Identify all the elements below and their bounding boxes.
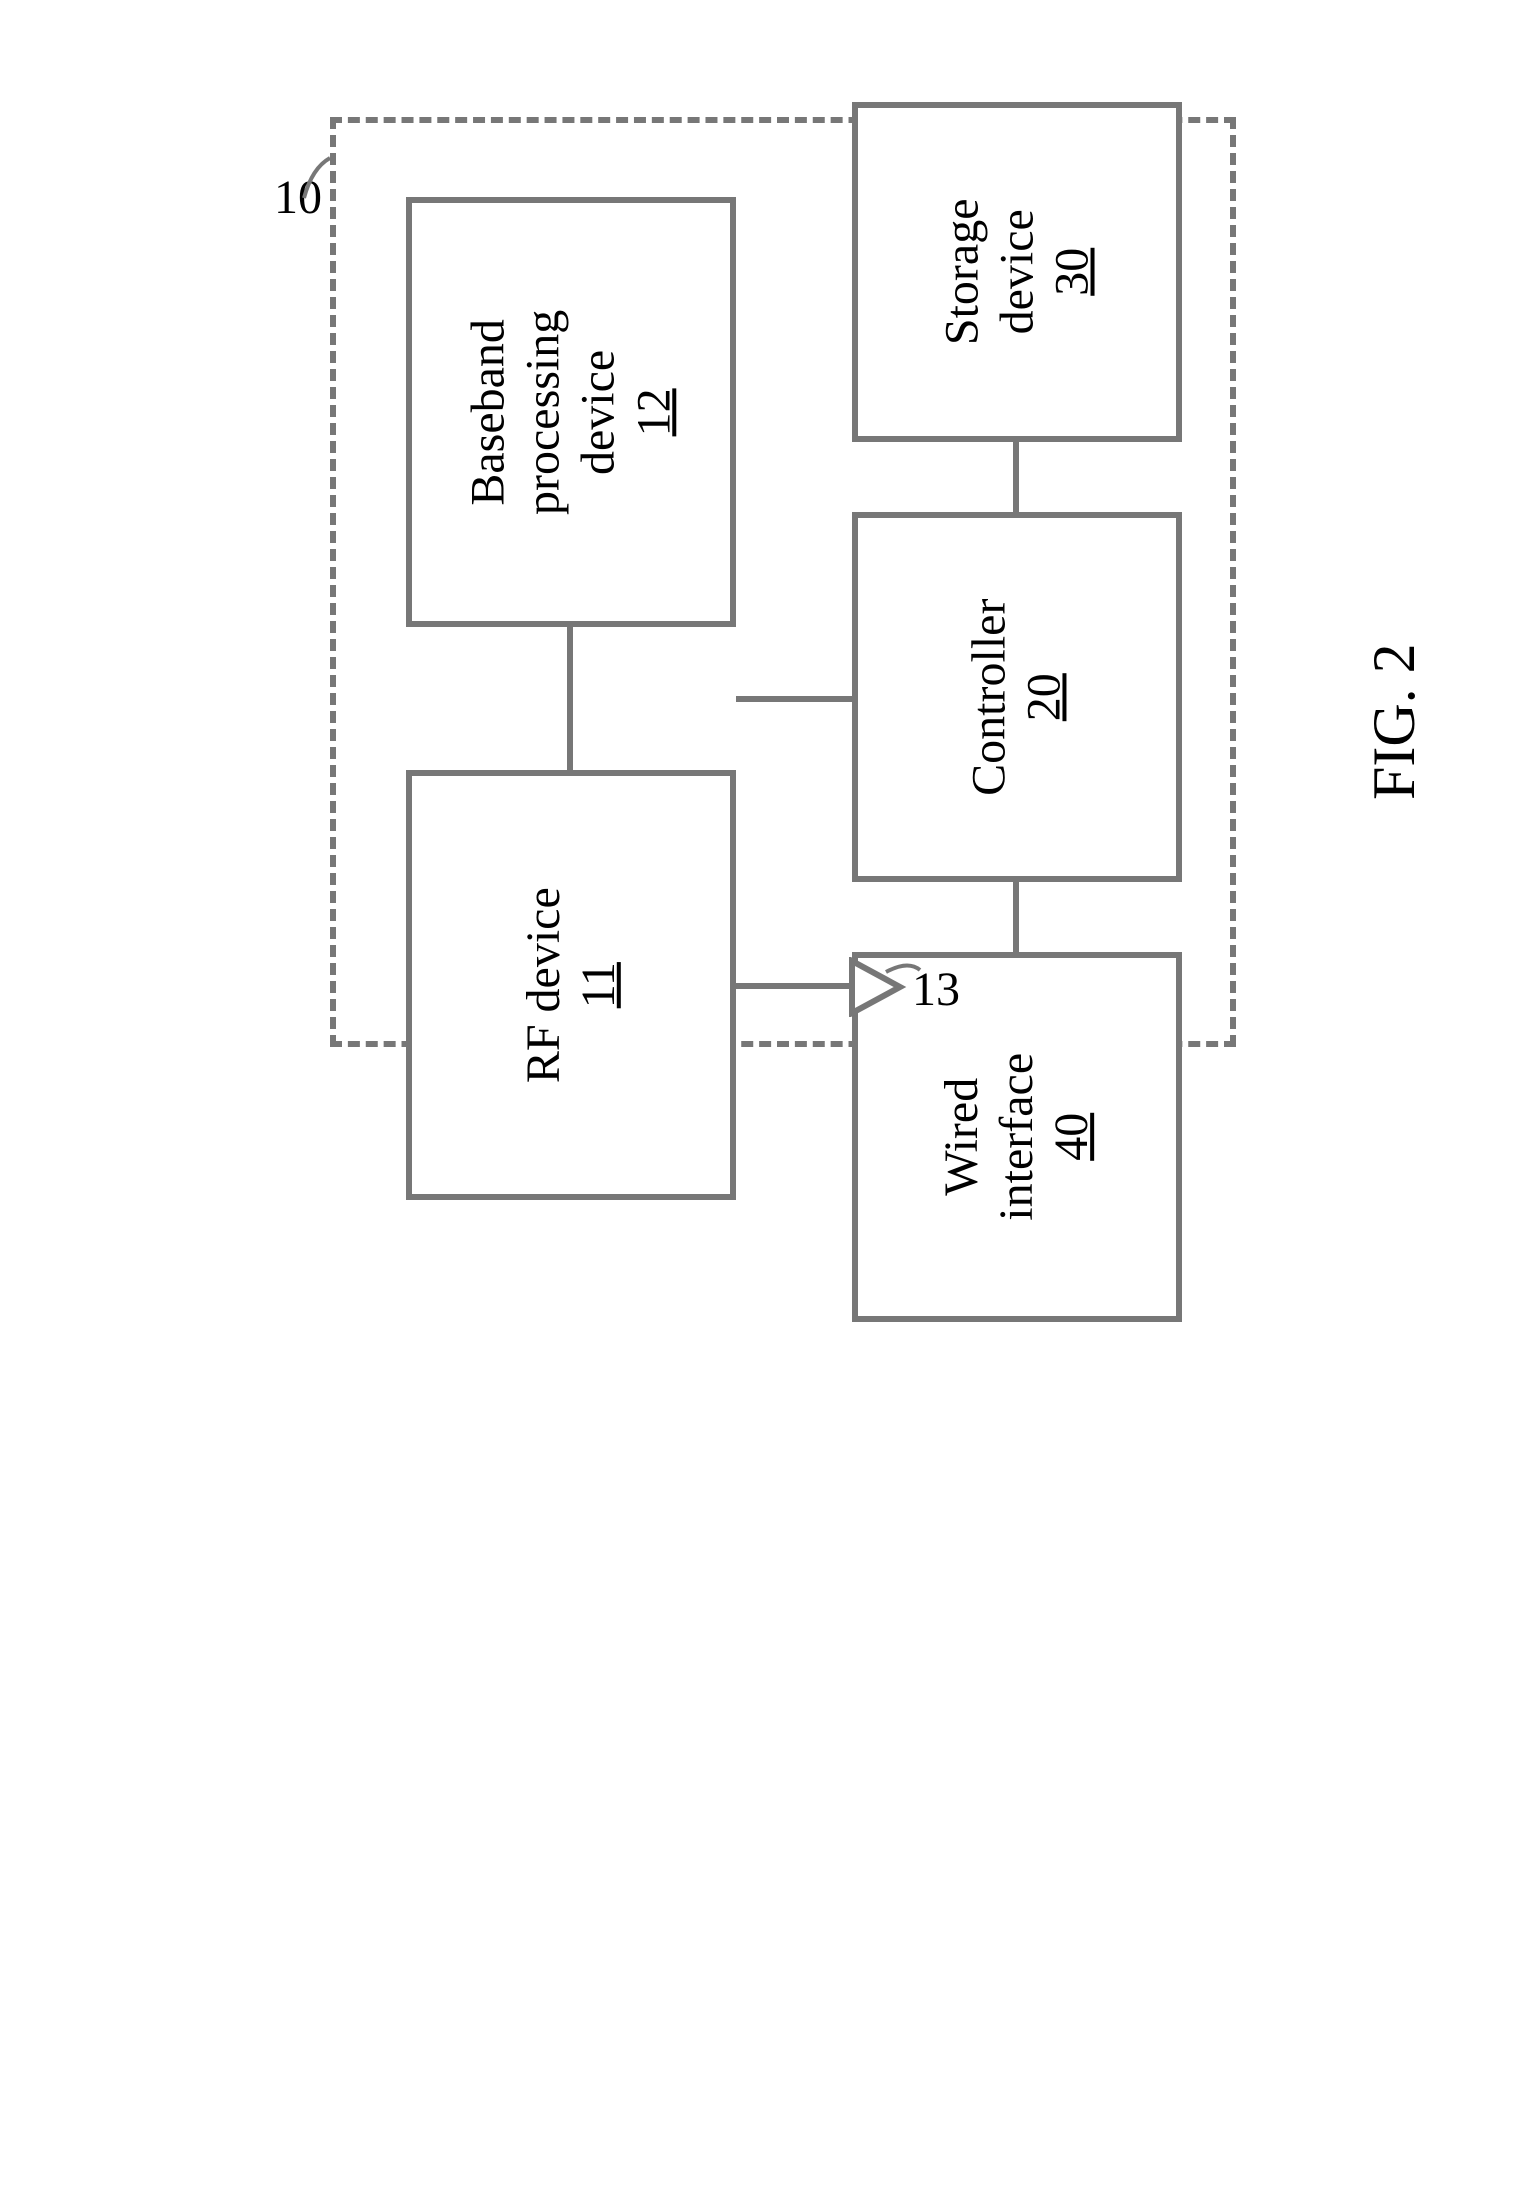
storage-ref: 30 [1046,248,1099,296]
baseband-ref: 12 [627,388,680,436]
block-storage-label: Storage device 30 [934,199,1100,346]
conn-baseband-rf [567,627,573,770]
baseband-line3: device [572,349,625,474]
leader-13 [880,952,928,1000]
wired-line1: Wired [935,1078,988,1196]
block-baseband-label: Baseband processing device 12 [461,309,682,514]
baseband-line1: Baseband [462,319,515,506]
wired-line2: interface [990,1053,1043,1221]
leader-10 [300,150,360,210]
figure-caption: FIG. 2 [1360,643,1429,800]
block-rf: RF device 11 [406,770,736,1200]
block-controller: Controller 20 [852,512,1182,882]
controller-line1: Controller [963,598,1016,795]
conn-rf-antenna-stem [736,983,852,989]
conn-controller-wired [1013,882,1019,952]
storage-line2: device [990,209,1043,334]
figure-canvas: 10 Baseband processing device 12 RF devi… [0,0,1513,2207]
rf-line1: RF device [517,887,570,1083]
baseband-line2: processing [517,309,570,514]
controller-ref: 20 [1018,673,1071,721]
wired-ref: 40 [1046,1113,1099,1161]
block-baseband: Baseband processing device 12 [406,197,736,627]
block-rf-label: RF device 11 [516,887,626,1083]
storage-line1: Storage [935,199,988,346]
block-storage: Storage device 30 [852,102,1182,442]
conn-baseband-controller [736,696,852,702]
block-controller-label: Controller 20 [962,598,1072,795]
rf-ref: 11 [572,962,625,1008]
block-wired-label: Wired interface 40 [934,1053,1100,1221]
conn-controller-storage [1013,442,1019,512]
